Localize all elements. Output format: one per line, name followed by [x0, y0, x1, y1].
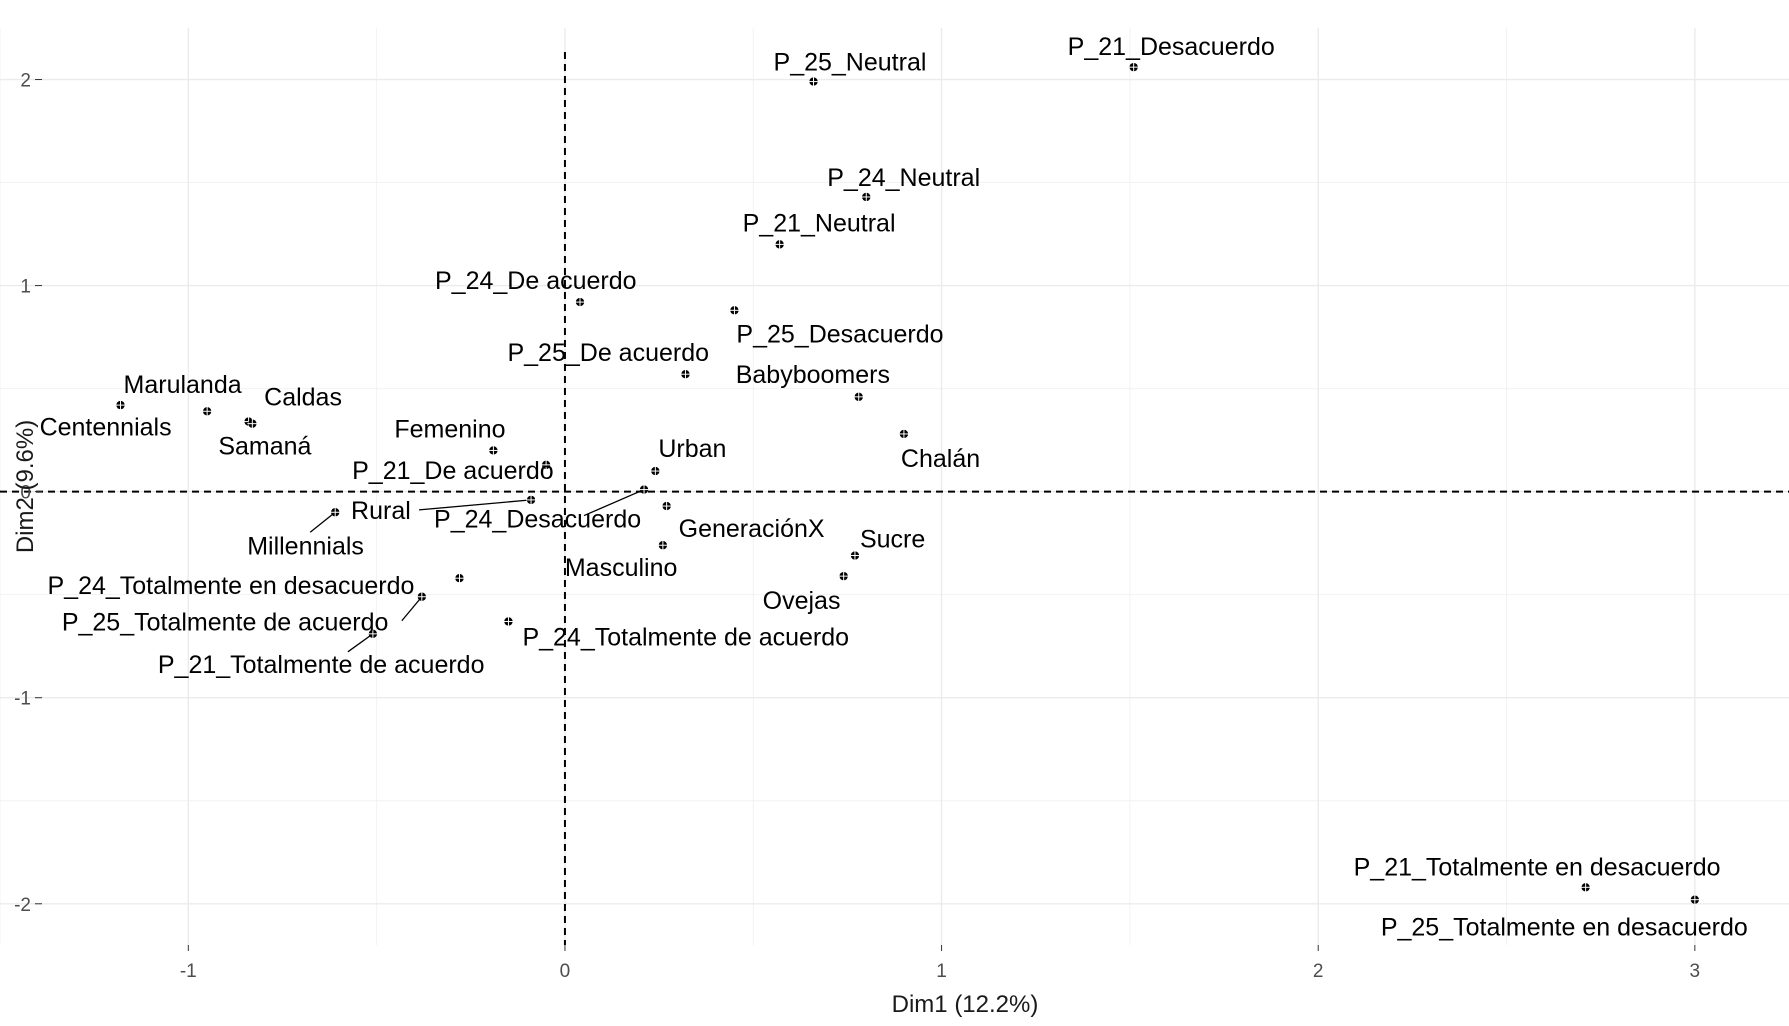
- y-tick-label: 0: [20, 483, 31, 504]
- label-leader-line: [401, 596, 423, 622]
- axis-ticks: -1 0 1 2 3 -2 -1 0 1 2: [14, 71, 1700, 982]
- point-label: Rural: [351, 497, 411, 525]
- x-tick-label: 1: [936, 961, 947, 982]
- data-point: [541, 459, 552, 470]
- label-leader-lines: [309, 488, 645, 653]
- data-point: [661, 501, 672, 512]
- point-label: Femenino: [394, 415, 505, 443]
- data-point: [202, 406, 213, 417]
- data-point: [861, 191, 872, 202]
- y-tick-label: -2: [14, 895, 31, 916]
- point-label: GeneraciónX: [679, 515, 825, 543]
- data-point: [575, 297, 586, 308]
- point-label: Marulanda: [124, 371, 242, 399]
- point-label: P_25_De acuerdo: [507, 339, 709, 367]
- data-point: [1580, 882, 1591, 893]
- point-label: Centennials: [40, 414, 172, 442]
- x-axis-title: Dim1 (12.2%): [892, 991, 1039, 1018]
- point-label: Babyboomers: [736, 361, 890, 389]
- data-point: [838, 571, 849, 582]
- point-label: Samaná: [218, 433, 311, 461]
- point-label: P_21_Neutral: [743, 209, 896, 237]
- data-point: [774, 239, 785, 250]
- point-label: Urban: [658, 435, 726, 463]
- data-point: [1128, 62, 1139, 73]
- data-point: [247, 418, 258, 429]
- data-point: [503, 616, 514, 627]
- data-point: [849, 550, 860, 561]
- x-tick-label: -1: [180, 961, 197, 982]
- data-point: [416, 591, 427, 602]
- data-point: [454, 573, 465, 584]
- point-label: P_24_Neutral: [827, 164, 980, 192]
- point-label: P_25_Totalmente en desacuerdo: [1381, 914, 1748, 942]
- data-point: [650, 466, 661, 477]
- point-label: P_25_Totalmente de acuerdo: [62, 609, 389, 637]
- y-tick-label: -1: [14, 689, 31, 710]
- data-point: [853, 391, 864, 402]
- point-label: Ovejas: [763, 587, 841, 615]
- point-label: P_25_Desacuerdo: [736, 320, 943, 348]
- point-label: P_21_Totalmente en desacuerdo: [1354, 853, 1721, 881]
- point-label: P_25_Neutral: [774, 49, 927, 77]
- point-label: Sucre: [860, 526, 925, 554]
- data-point: [526, 494, 537, 505]
- data-point: [367, 628, 378, 639]
- point-label: P_24_Desacuerdo: [434, 506, 641, 534]
- data-point: [808, 76, 819, 87]
- data-point: [657, 540, 668, 551]
- label-leader-line: [347, 633, 374, 653]
- point-label: Masculino: [565, 554, 678, 582]
- label-leader-line: [309, 511, 336, 533]
- data-points: [115, 62, 1700, 905]
- point-label: P_21_Totalmente de acuerdo: [158, 651, 485, 679]
- data-point: [330, 507, 341, 518]
- x-tick-label: 0: [560, 961, 571, 982]
- point-label: P_21_Desacuerdo: [1068, 33, 1275, 61]
- y-tick-label: 1: [20, 277, 31, 298]
- label-leader-line: [418, 499, 532, 511]
- data-point: [115, 400, 126, 411]
- point-label: Chalán: [901, 445, 980, 473]
- data-point: [639, 484, 650, 495]
- point-label: P_24_De acuerdo: [435, 267, 637, 295]
- x-tick-label: 3: [1690, 961, 1701, 982]
- data-point: [1689, 894, 1700, 905]
- point-label: P_24_Totalmente de acuerdo: [522, 623, 849, 651]
- data-point: [898, 428, 909, 439]
- data-point: [729, 305, 740, 316]
- point-label: P_21_De acuerdo: [352, 457, 554, 485]
- x-tick-label: 2: [1313, 961, 1324, 982]
- reference-lines: [0, 52, 1789, 945]
- data-point: [680, 369, 691, 380]
- point-label: Millennials: [247, 532, 364, 560]
- label-leader-line: [583, 488, 645, 517]
- data-point: [488, 445, 499, 456]
- y-tick-label: 2: [20, 71, 31, 92]
- point-labels: P_21_Desacuerdo P_25_Neutral P_24_Neutral P…: [40, 33, 1748, 942]
- grid: [0, 28, 1789, 945]
- y-axis-title: Dim2 (9.6%): [12, 420, 39, 553]
- point-label: Caldas: [264, 383, 342, 411]
- point-label: P_24_Totalmente en desacuerdo: [47, 572, 414, 600]
